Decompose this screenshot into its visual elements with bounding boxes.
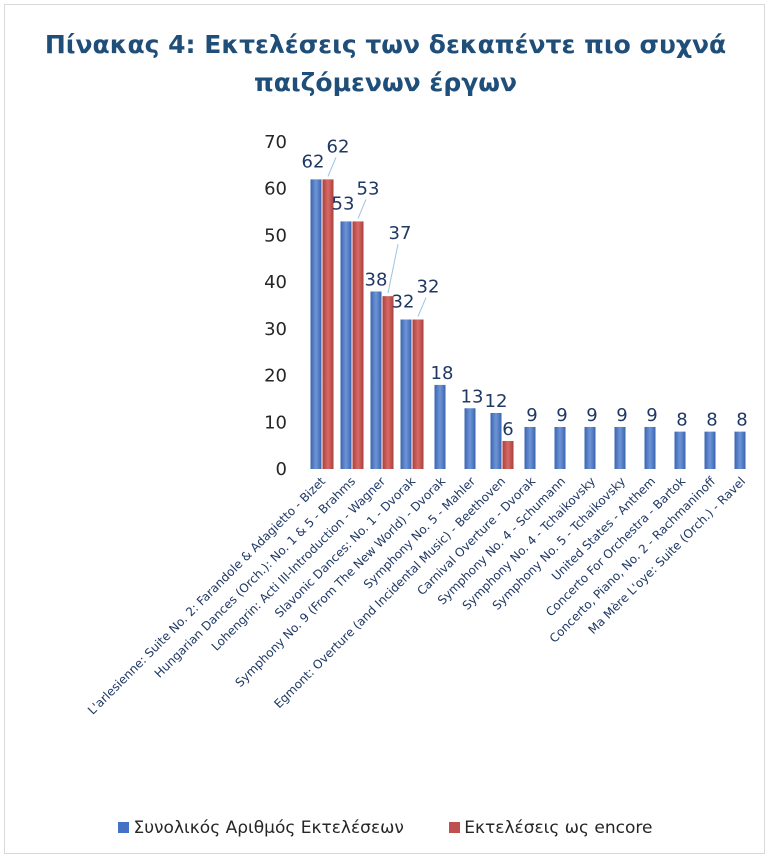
data-label-total: 13	[461, 386, 484, 407]
data-label-encore: 37	[389, 223, 412, 244]
bar-encore	[352, 221, 364, 469]
chart-title: Πίνακας 4: Εκτελέσεις των δεκαπέντε πιο …	[44, 30, 727, 97]
y-tick-label: 0	[276, 459, 287, 480]
data-label-total: 12	[485, 391, 508, 412]
bar-total	[400, 319, 412, 469]
bar-total	[614, 426, 626, 469]
legend: Συνολικός Αριθμός Εκτελέσεων Εκτελέσεις …	[0, 818, 771, 838]
bar-encore	[322, 179, 334, 469]
leader-line	[417, 297, 427, 317]
bar-total	[310, 179, 322, 469]
leader-line	[327, 157, 337, 177]
legend-item-total: Συνολικός Αριθμός Εκτελέσεων	[118, 818, 404, 838]
data-label-total: 38	[365, 269, 388, 290]
legend-swatch-encore	[449, 822, 461, 833]
data-label-encore: 32	[417, 277, 440, 298]
bar-total	[490, 412, 502, 469]
bar-total	[554, 426, 566, 469]
y-tick-label: 60	[264, 179, 287, 200]
y-tick-label: 70	[264, 132, 287, 153]
leader-line	[387, 244, 399, 294]
bar-total	[644, 426, 656, 469]
y-tick-label: 50	[264, 225, 287, 246]
data-label-total: 53	[332, 193, 355, 214]
bar-total	[464, 408, 476, 469]
data-label-total: 9	[556, 405, 567, 426]
leader-line	[357, 199, 367, 219]
bar-encore	[412, 319, 424, 469]
bar-total	[340, 221, 352, 469]
legend-label-encore: Εκτελέσεις ως encore	[464, 818, 653, 838]
bar-encore	[502, 440, 514, 469]
bars	[310, 179, 746, 469]
legend-swatch-total	[118, 822, 130, 833]
data-label-total: 9	[646, 405, 657, 426]
bar-total	[674, 431, 686, 469]
data-label-encore: 6	[502, 419, 513, 440]
bar-total	[734, 431, 746, 469]
data-label-total: 9	[586, 405, 597, 426]
legend-item-encore: Εκτελέσεις ως encore	[449, 818, 653, 838]
data-label-total: 9	[526, 405, 537, 426]
y-tick-label: 30	[264, 319, 287, 340]
data-label-encore: 53	[357, 178, 380, 199]
bar-total	[434, 384, 446, 469]
data-label-total: 62	[302, 151, 325, 172]
data-label-total: 8	[676, 410, 687, 431]
y-tick-label: 40	[264, 272, 287, 293]
category-label: Symphony No. 9 (From The New World) - Dv…	[232, 474, 448, 690]
category-labels: L'arlesienne: Suite No. 2: Farandole & A…	[85, 474, 748, 718]
y-tick-label: 10	[264, 412, 287, 433]
data-label-total: 18	[431, 363, 454, 384]
legend-label-total: Συνολικός Αριθμός Εκτελέσεων	[133, 818, 404, 838]
data-label-total: 8	[736, 410, 747, 431]
bar-encore	[382, 296, 394, 469]
data-label-total: 32	[392, 292, 415, 313]
bar-total	[370, 291, 382, 469]
y-axis: 0 10 20 30 40 50 60 70	[264, 132, 287, 480]
data-label-encore: 62	[327, 136, 350, 157]
bar-total	[584, 426, 596, 469]
y-tick-label: 20	[264, 366, 287, 387]
data-label-total: 8	[706, 410, 717, 431]
bar-total	[704, 431, 716, 469]
data-label-total: 9	[616, 405, 627, 426]
bar-total	[524, 426, 536, 469]
